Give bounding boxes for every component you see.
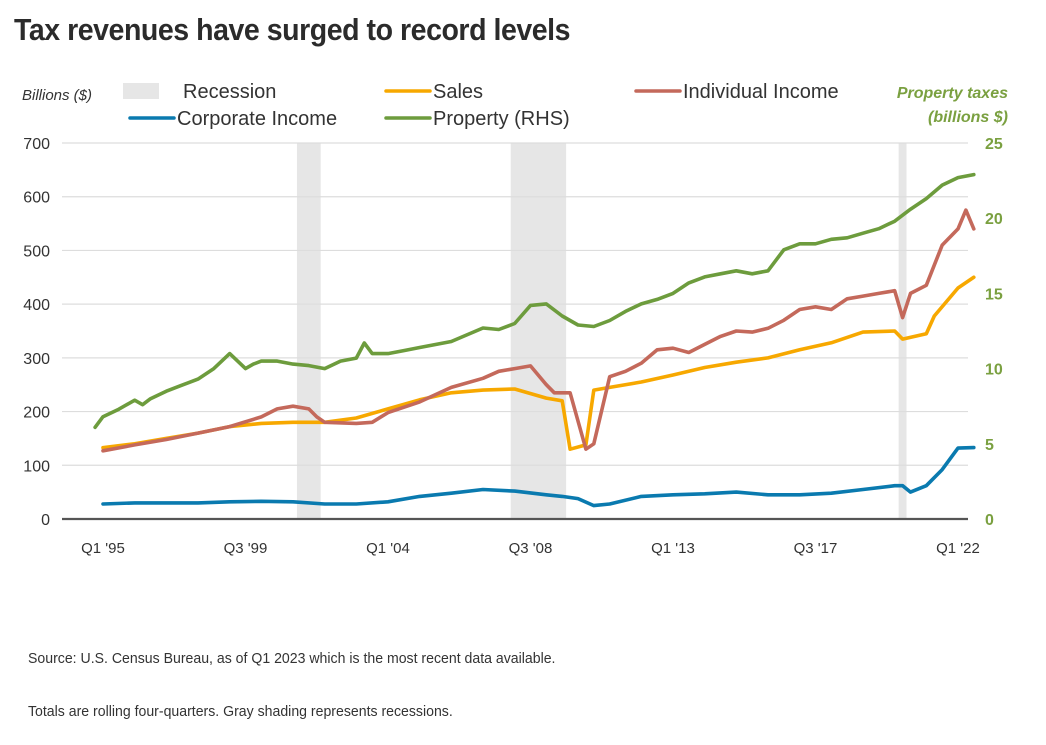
legend-item-property: Property (RHS) — [384, 108, 570, 130]
series-lines — [93, 172, 976, 508]
x-tick-label: Q1 '22 — [936, 540, 980, 557]
legend-item-sales: Sales — [384, 81, 483, 103]
legend-label: Sales — [433, 81, 483, 103]
y-tick-label: 500 — [23, 243, 50, 260]
axes: 0 100 200 300 400 500 600 700 0 5 10 15 20 25 Q1 '95 Q3… — [22, 85, 1008, 557]
series-line-individual-income — [101, 208, 976, 453]
legend-item-corporate-income: Corporate Income — [128, 108, 337, 130]
x-tick-label: Q1 '95 — [81, 540, 125, 557]
y-tick-label: 700 — [23, 136, 50, 153]
x-tick-label: Q1 '13 — [651, 540, 695, 557]
explanatory-note: Totals are rolling four-quarters. Gray s… — [28, 703, 453, 720]
series-line-corporate-income — [101, 445, 976, 508]
y-axis-title: Billions ($) — [22, 87, 92, 104]
legend-label: Property (RHS) — [433, 108, 570, 130]
source-note: Source: U.S. Census Bureau, as of Q1 202… — [28, 650, 556, 667]
y-tick-label: 600 — [23, 190, 50, 207]
y-tick-label: 300 — [23, 351, 50, 368]
y-right-tick-label: 0 — [985, 512, 994, 529]
x-tick-label: Q3 '08 — [509, 540, 553, 557]
legend-item-individual-income: Individual Income — [634, 81, 839, 103]
recession-band-2 — [510, 143, 567, 519]
legend-item-recession: Recession — [123, 81, 276, 103]
chart-title: Tax revenues have surged to record level… — [14, 12, 571, 47]
legend-swatch — [123, 83, 159, 99]
y-right-axis-title: Property taxes — [897, 85, 1008, 102]
x-tick-label: Q3 '17 — [794, 540, 838, 557]
x-tick-label: Q1 '04 — [366, 540, 410, 557]
y-right-tick-label: 15 — [985, 286, 1003, 303]
recession-bands — [296, 143, 907, 519]
recession-band-3 — [898, 143, 907, 519]
series-line-property — [93, 172, 976, 430]
x-tick-label: Q3 '99 — [224, 540, 268, 557]
y-right-tick-label: 25 — [985, 136, 1003, 153]
y-tick-label: 100 — [23, 458, 50, 475]
gridlines — [62, 142, 968, 466]
y-tick-label: 200 — [23, 405, 50, 422]
legend: Recession Sales Individual Income Corporate… — [123, 81, 839, 130]
y-right-tick-label: 20 — [985, 211, 1003, 228]
y-right-tick-label: 5 — [985, 437, 994, 454]
legend-label: Individual Income — [683, 81, 839, 103]
recession-band-1 — [296, 143, 321, 519]
y-tick-label: 400 — [23, 297, 50, 314]
legend-label: Recession — [183, 81, 276, 103]
y-right-tick-label: 10 — [985, 362, 1003, 379]
y-right-axis-title: (billions $) — [928, 109, 1008, 126]
series-line-sales — [101, 275, 976, 452]
y-tick-label: 0 — [41, 512, 50, 529]
legend-label: Corporate Income — [177, 108, 337, 130]
